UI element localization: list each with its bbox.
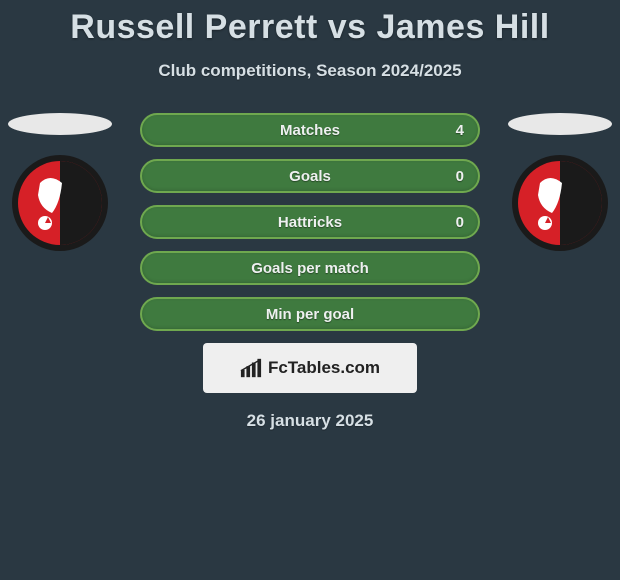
page-title: Russell Perrett vs James Hill (0, 0, 620, 47)
club-crest-right (510, 153, 610, 253)
club-crest-left (10, 153, 110, 253)
watermark-text: FcTables.com (268, 358, 380, 378)
stat-row: Goals 0 (140, 159, 480, 193)
comparison-panel: Matches 4 Goals 0 Hattricks 0 Goals per … (0, 113, 620, 431)
bars-icon (240, 358, 262, 378)
right-player-col (508, 113, 612, 258)
stat-label: Matches (280, 122, 340, 139)
left-player-col (8, 113, 112, 258)
flag-ellipse-left (8, 113, 112, 135)
stat-label: Goals (289, 168, 331, 185)
stat-row: Min per goal (140, 297, 480, 331)
watermark-badge: FcTables.com (203, 343, 417, 393)
stat-label: Goals per match (251, 260, 369, 277)
flag-ellipse-right (508, 113, 612, 135)
stat-row: Matches 4 (140, 113, 480, 147)
stat-label: Min per goal (266, 306, 354, 323)
stats-list: Matches 4 Goals 0 Hattricks 0 Goals per … (140, 113, 480, 331)
date-text: 26 january 2025 (0, 411, 620, 431)
stat-value: 4 (456, 122, 464, 139)
stat-value: 0 (456, 214, 464, 231)
stat-value: 0 (456, 168, 464, 185)
stat-row: Hattricks 0 (140, 205, 480, 239)
stat-label: Hattricks (278, 214, 342, 231)
stat-row: Goals per match (140, 251, 480, 285)
page-subtitle: Club competitions, Season 2024/2025 (0, 61, 620, 81)
